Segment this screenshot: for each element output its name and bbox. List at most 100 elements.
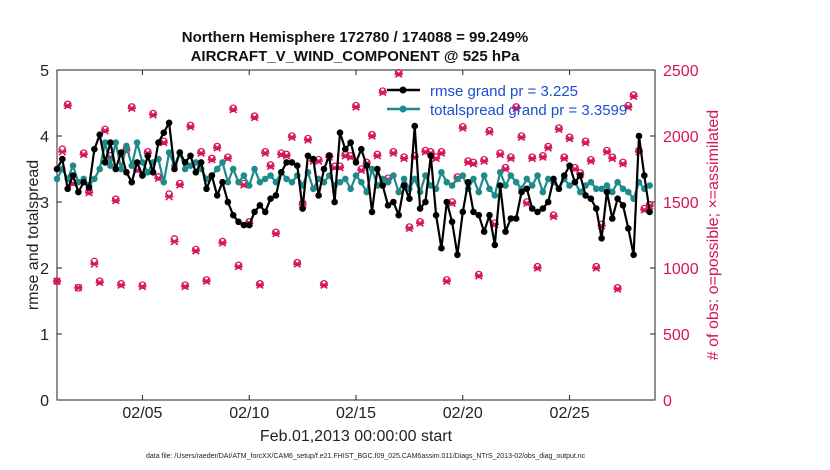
obs-assimilated-marker bbox=[394, 70, 403, 78]
series-point-totalspread bbox=[470, 175, 477, 183]
series-point-rmse bbox=[475, 211, 483, 219]
series-point-totalspread bbox=[91, 175, 98, 183]
obs-possible-marker bbox=[320, 280, 328, 288]
y-tick-label: 0 bbox=[40, 393, 49, 410]
obs-assimilated-marker bbox=[282, 151, 291, 160]
series-point-rmse bbox=[165, 119, 173, 127]
y2-tick-label: 0 bbox=[663, 393, 672, 410]
obs-possible-marker bbox=[256, 280, 264, 288]
series-point-totalspread bbox=[368, 165, 376, 173]
obs-assimilated-marker bbox=[528, 154, 537, 163]
series-point-totalspread bbox=[454, 175, 461, 183]
series-point-rmse bbox=[518, 188, 525, 196]
series-point-rmse bbox=[240, 221, 248, 229]
obs-assimilated-marker bbox=[202, 277, 211, 286]
obs-assimilated-marker bbox=[223, 154, 232, 163]
y2-axis-label: # of obs: o=possible; ×=assimilated bbox=[705, 110, 722, 360]
obs-possible-marker bbox=[603, 146, 611, 155]
obs-possible-marker bbox=[368, 130, 376, 139]
obs-possible-marker bbox=[261, 148, 270, 156]
obs-possible-marker bbox=[229, 104, 237, 113]
series-point-rmse bbox=[123, 169, 130, 176]
series-point-rmse bbox=[427, 152, 435, 160]
series-point-totalspread bbox=[480, 172, 488, 179]
series-point-rmse bbox=[59, 155, 66, 163]
series-point-rmse bbox=[352, 159, 360, 166]
y2-tick-label: 500 bbox=[663, 327, 690, 344]
y2-tick-label: 1500 bbox=[663, 195, 699, 212]
obs-possible-marker bbox=[378, 87, 387, 95]
series-point-totalspread bbox=[309, 185, 317, 193]
series-point-totalspread bbox=[224, 178, 232, 186]
series-point-rmse bbox=[411, 122, 419, 130]
obs-possible-marker bbox=[197, 148, 205, 156]
obs-possible-marker bbox=[63, 100, 72, 109]
obs-possible-marker bbox=[517, 132, 526, 140]
series-point-totalspread bbox=[352, 172, 360, 179]
series-point-rmse bbox=[139, 172, 146, 179]
series-point-totalspread bbox=[496, 169, 504, 176]
series-point-totalspread bbox=[165, 149, 173, 156]
series-point-rmse bbox=[539, 205, 547, 212]
obs-assimilated-marker bbox=[52, 277, 62, 286]
obs-possible-marker bbox=[496, 149, 504, 157]
obs-assimilated-marker bbox=[197, 149, 206, 158]
obs-assimilated-marker bbox=[549, 212, 558, 221]
series-point-rmse bbox=[464, 178, 472, 186]
obs-possible-marker bbox=[613, 283, 622, 292]
obs-possible-marker bbox=[581, 137, 590, 146]
obs-assimilated-marker bbox=[565, 134, 574, 143]
series-point-rmse bbox=[213, 192, 221, 199]
series-point-rmse bbox=[363, 162, 370, 169]
obs-possible-marker bbox=[405, 223, 414, 231]
obs-assimilated-marker bbox=[581, 138, 590, 147]
series-point-totalspread bbox=[603, 182, 611, 189]
obs-assimilated-marker bbox=[373, 151, 382, 160]
series-point-rmse bbox=[544, 198, 552, 206]
series-point-totalspread bbox=[123, 142, 130, 150]
obs-possible-marker bbox=[469, 158, 478, 167]
obs-assimilated-marker bbox=[250, 113, 259, 122]
obs-possible-marker bbox=[565, 133, 574, 142]
series-point-rmse bbox=[619, 202, 627, 209]
obs-assimilated-marker bbox=[522, 199, 531, 208]
series-point-totalspread bbox=[101, 139, 109, 146]
obs-assimilated-marker bbox=[111, 196, 120, 205]
series-point-rmse bbox=[582, 192, 589, 199]
series-point-rmse bbox=[608, 215, 616, 222]
series-point-totalspread bbox=[614, 178, 621, 186]
obs-possible-marker bbox=[608, 153, 617, 161]
series-point-rmse bbox=[641, 172, 648, 179]
series-point-rmse bbox=[107, 139, 114, 146]
obs-possible-marker bbox=[176, 179, 184, 188]
series-point-rmse bbox=[117, 149, 125, 156]
obs-assimilated-marker bbox=[506, 154, 515, 163]
y2-tick-label: 2000 bbox=[663, 129, 699, 146]
series-point-rmse bbox=[368, 208, 376, 216]
series-point-totalspread bbox=[251, 165, 258, 173]
obs-possible-marker bbox=[629, 91, 638, 99]
obs-possible-marker bbox=[437, 148, 446, 156]
obs-assimilated-marker bbox=[602, 147, 612, 156]
series-point-totalspread bbox=[619, 185, 627, 193]
y-tick-label: 5 bbox=[40, 63, 49, 80]
obs-possible-marker bbox=[624, 101, 633, 110]
series-point-rmse bbox=[283, 159, 290, 166]
series-point-rmse bbox=[534, 208, 541, 216]
obs-assimilated-marker bbox=[207, 155, 216, 164]
obs-assimilated-marker bbox=[287, 133, 297, 142]
series-point-rmse bbox=[176, 149, 184, 156]
series-point-totalspread bbox=[400, 175, 408, 183]
series-point-rmse bbox=[491, 241, 499, 249]
series-point-rmse bbox=[171, 165, 178, 173]
obs-possible-marker bbox=[389, 148, 398, 156]
obs-possible-marker bbox=[117, 280, 125, 288]
series-point-rmse bbox=[550, 175, 557, 183]
series-point-rmse bbox=[112, 165, 120, 173]
series-point-rmse bbox=[358, 145, 365, 153]
series-point-rmse bbox=[101, 159, 109, 166]
obs-possible-marker bbox=[394, 68, 403, 77]
series-point-rmse bbox=[646, 208, 653, 216]
obs-assimilated-marker bbox=[293, 260, 302, 268]
